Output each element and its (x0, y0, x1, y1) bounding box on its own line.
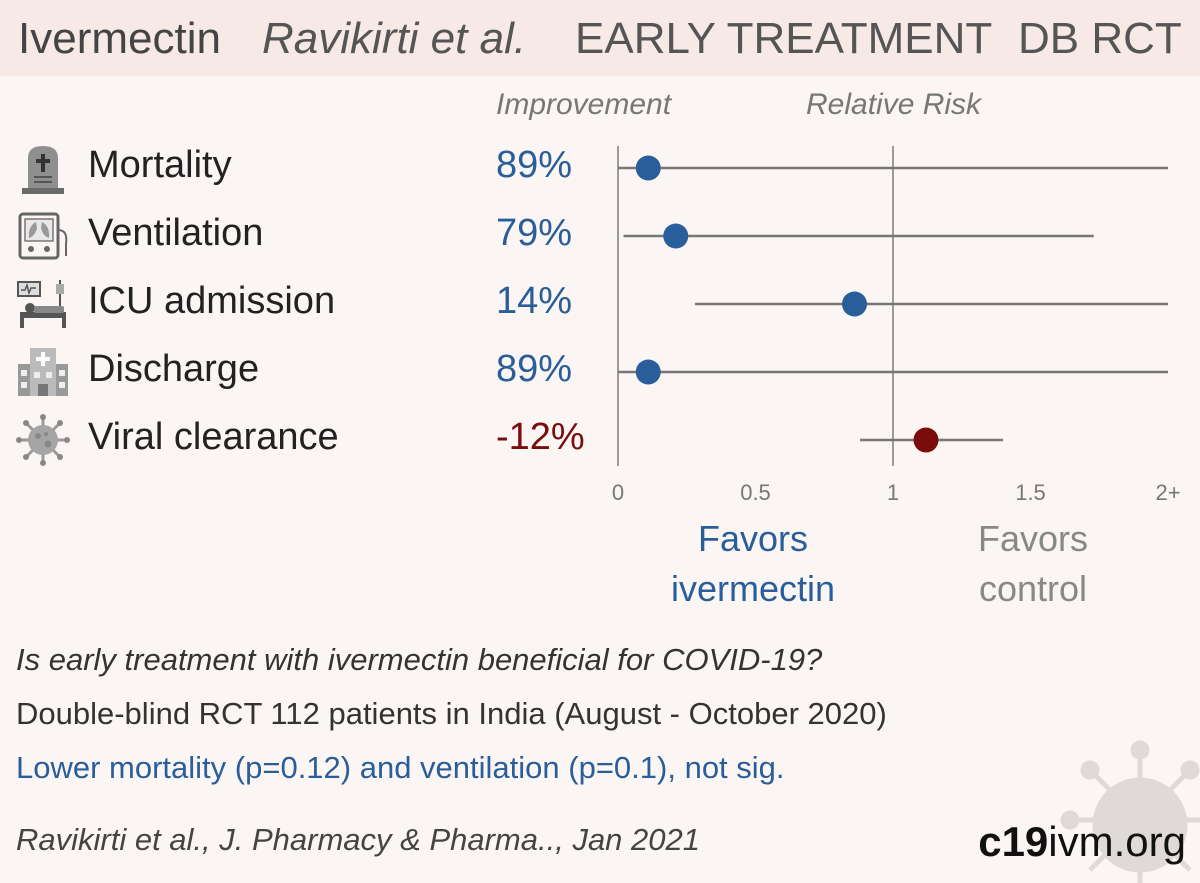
drug-title: Ivermectin (18, 14, 221, 63)
outcome-improvement: 79% (496, 212, 573, 254)
icu-bed-icon (17, 280, 66, 328)
outcome-row-icu-admission: ICU admission 14% (0, 274, 600, 334)
favors-right-line2: control (978, 568, 1088, 609)
site-brand-bold: c19 (978, 818, 1049, 865)
outcome-row-viral-clearance: Viral clearance -12% (0, 410, 600, 470)
outcome-name: Viral clearance (88, 416, 339, 458)
favors-left-line1: Favors (697, 518, 809, 559)
outcome-improvement: -12% (496, 416, 585, 458)
outcome-improvement: 89% (496, 144, 573, 186)
stage-title: EARLY TREATMENT (575, 14, 993, 63)
outcome-name: Mortality (88, 144, 232, 186)
design-title: DB RCT (1018, 14, 1182, 63)
outcome-improvement: 89% (496, 348, 573, 390)
point-estimate (635, 155, 661, 181)
tombstone-icon (22, 146, 64, 194)
x-tick-label: 0.5 (740, 480, 771, 505)
outcome-row-ventilation: Ventilation 79% (0, 206, 600, 266)
outcome-improvement: 14% (496, 280, 573, 322)
author-title: Ravikirti et al. (262, 14, 527, 63)
point-estimate (913, 427, 939, 453)
relative-risk-column-header: Relative Risk (806, 88, 982, 121)
summary-design: Double-blind RCT 112 patients in India (… (16, 696, 887, 731)
improvement-column-header: Improvement (496, 88, 672, 121)
favors-left-line2: ivermectin (670, 568, 836, 609)
favors-ivermectin-label: Favors ivermectin (633, 514, 873, 614)
outcome-row-discharge: Discharge 89% (0, 342, 600, 402)
x-tick-label: 1 (887, 480, 899, 505)
x-tick-label: 0 (612, 480, 624, 505)
hospital-icon (18, 348, 68, 396)
citation: Ravikirti et al., J. Pharmacy & Pharma..… (16, 822, 700, 857)
point-estimate (842, 291, 867, 317)
header-bar: Ivermectin Ravikirti et al. EARLY TREATM… (0, 0, 1200, 76)
point-estimate (663, 223, 689, 249)
ventilator-icon (18, 212, 68, 260)
favors-control-label: Favors control (913, 514, 1153, 614)
outcome-name: ICU admission (88, 280, 336, 322)
site-brand[interactable]: c19ivm.org (978, 818, 1186, 866)
summary-result: Lower mortality (p=0.12) and ventilation… (16, 750, 785, 785)
outcome-name: Discharge (88, 348, 260, 390)
favors-right-line1: Favors (977, 518, 1089, 559)
site-brand-rest: ivm.org (1048, 818, 1186, 865)
x-tick-label: 1.5 (1015, 480, 1046, 505)
summary-question: Is early treatment with ivermectin benef… (16, 642, 823, 677)
outcome-name: Ventilation (88, 212, 264, 254)
outcome-row-mortality: Mortality 89% (0, 138, 600, 198)
x-tick-label: 2+ (1155, 480, 1180, 505)
point-estimate (635, 359, 661, 385)
virus-watermark-icon (1060, 740, 1200, 883)
virus-icon (16, 414, 70, 466)
